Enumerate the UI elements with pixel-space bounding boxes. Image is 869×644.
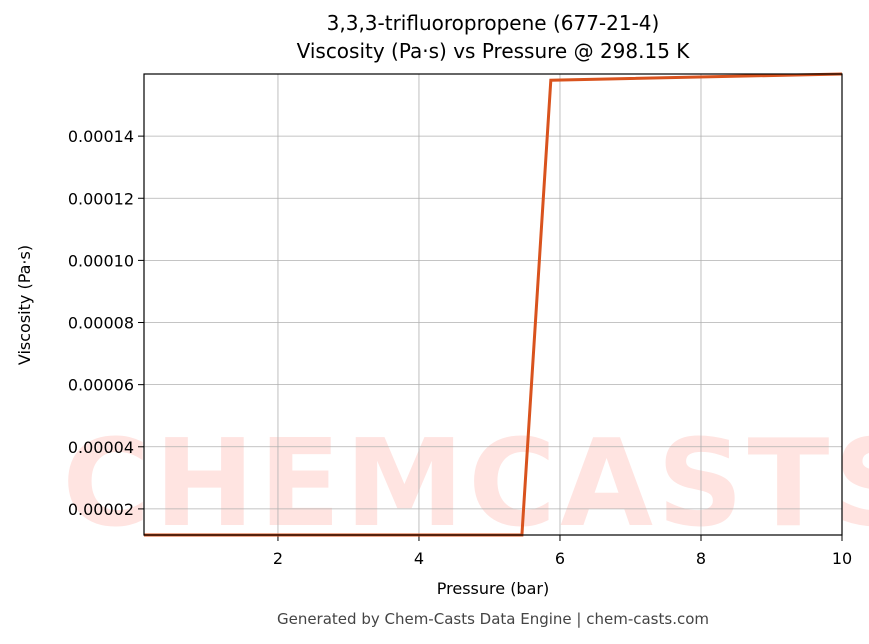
y-tick-label: 0.00004 [68, 438, 134, 457]
x-tick-label: 10 [832, 549, 852, 568]
x-tick-label: 6 [555, 549, 565, 568]
y-tick-label: 0.00012 [68, 189, 134, 208]
footer: Generated by Chem-Casts Data Engine | ch… [277, 610, 709, 628]
plot-frame [143, 73, 843, 536]
y-tick-label: 0.00008 [68, 314, 134, 333]
y-axis-label: Viscosity (Pa·s) [15, 245, 34, 365]
x-tick-label: 8 [696, 549, 706, 568]
x-tick-label: 4 [414, 549, 424, 568]
x-axis-label: Pressure (bar) [437, 579, 549, 598]
x-tick-label: 2 [273, 549, 283, 568]
watermark: CHEMCASTS [62, 415, 869, 554]
chart-title: 3,3,3-trifluoropropene (677-21-4) [327, 11, 660, 35]
y-tick-label: 0.00010 [68, 251, 134, 270]
y-tick-label: 0.00002 [68, 500, 134, 519]
chart-subtitle: Viscosity (Pa·s) vs Pressure @ 298.15 K [297, 39, 691, 63]
y-tick-label: 0.00006 [68, 376, 134, 395]
y-tick-label: 0.00014 [68, 127, 134, 146]
